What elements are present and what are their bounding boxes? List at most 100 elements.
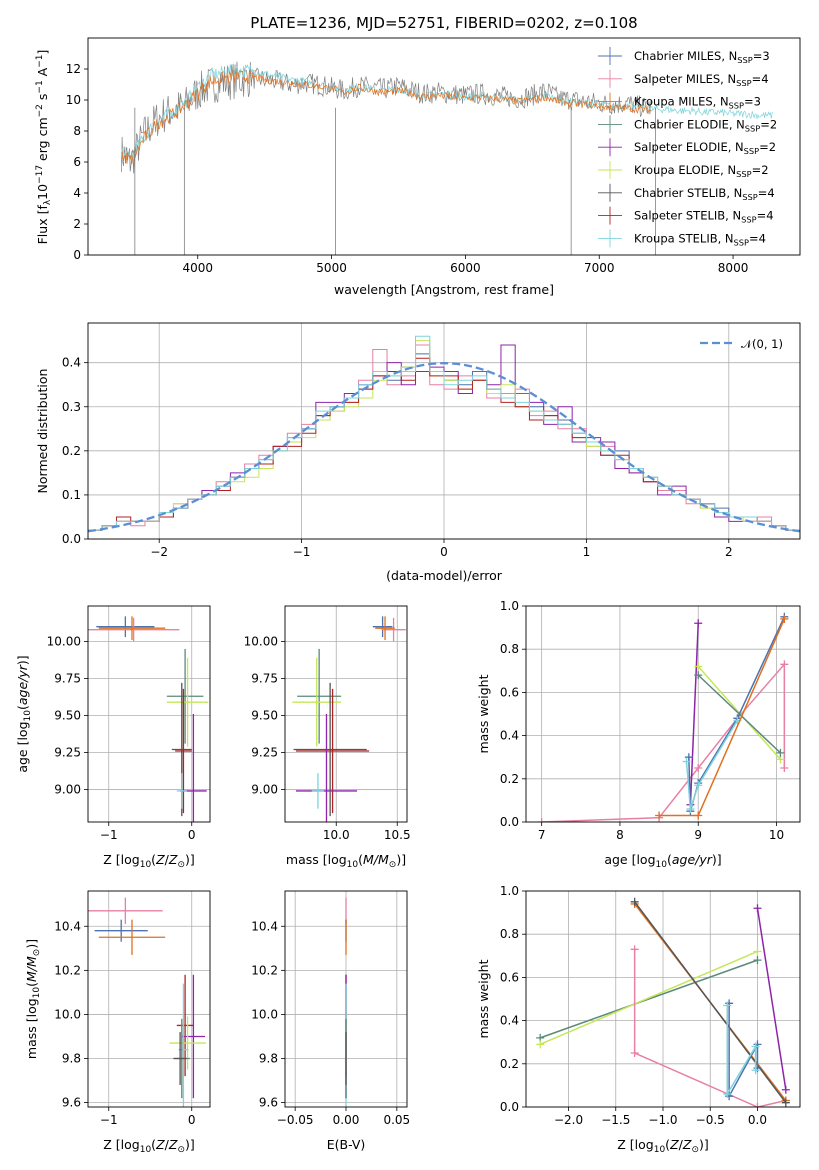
- x-tick-label: 10.5: [384, 828, 411, 842]
- panel-residuals: −2 −1 0 1 2 0.0 0.1 0.2 0.3 0.4: [62, 322, 801, 559]
- x-tick-label: 8: [616, 828, 624, 842]
- series-marker: [684, 753, 693, 762]
- x-axis-label: E(B-V): [327, 1137, 366, 1152]
- plot-area: [88, 897, 206, 1107]
- y-tick-label: 10.0: [54, 1007, 81, 1021]
- y-tick-label: 0.8: [500, 642, 519, 656]
- series-marker: [694, 662, 703, 671]
- axes-frame: [87, 37, 801, 256]
- y-axis-label: mass weight: [476, 674, 491, 753]
- x-tick-label: −0.05: [277, 1113, 314, 1127]
- x-axis-label: (data-model)/error: [386, 568, 503, 583]
- x-tick-label: 0: [188, 1113, 196, 1127]
- x-tick-label: 9: [694, 828, 702, 842]
- series-marker: [630, 945, 639, 954]
- y-tick-label: 9.00: [251, 782, 278, 796]
- y-tick-label: 10.2: [251, 963, 278, 977]
- x-tick-label: 2: [725, 545, 733, 559]
- series-marker: [781, 1085, 790, 1094]
- series-marker: [753, 904, 762, 913]
- y-tick-label: 0.0: [500, 1100, 519, 1114]
- x-axis-label: Z [log10(Z/Z⊙)]: [103, 852, 195, 870]
- y-tick-label: 9.25: [54, 745, 81, 759]
- plot-area: [292, 616, 406, 822]
- series-line: [539, 959, 758, 1039]
- y-tick-label: 6: [73, 155, 81, 169]
- x-tick-label: 6000: [450, 261, 481, 275]
- series-line: [634, 901, 787, 1104]
- y-tick-label: 0.6: [500, 685, 519, 699]
- x-tick-label: 8000: [718, 261, 749, 275]
- legend-label: Salpeter STELIB, NSSP=4: [634, 209, 774, 225]
- series-line: [728, 1003, 759, 1097]
- x-tick-label: 10.0: [323, 828, 350, 842]
- y-tick-label: 8: [73, 124, 81, 138]
- series-marker: [723, 1090, 732, 1099]
- x-axis-label: age [log10(age/yr)]: [604, 852, 721, 870]
- series-marker: [753, 1103, 762, 1107]
- plot-area: [88, 616, 209, 822]
- legend-label: Kroupa STELIB, NSSP=4: [634, 231, 766, 247]
- x-tick-label: −2: [150, 545, 168, 559]
- y-tick-label: 10.2: [54, 963, 81, 977]
- series-marker: [781, 1098, 790, 1107]
- series-line: [688, 616, 786, 812]
- series-line: [659, 618, 786, 817]
- y-tick-label: 9.6: [259, 1096, 278, 1110]
- y-tick-label: 0.8: [500, 927, 519, 941]
- y-axis-label: age [log10(age/yr)]: [15, 655, 33, 772]
- series-marker: [694, 764, 703, 772]
- legend: 𝒩(0, 1): [700, 337, 783, 351]
- y-axis-label: Normed distribution: [35, 369, 50, 494]
- y-tick-label: 0.4: [500, 1014, 519, 1028]
- y-tick-label: 9.00: [54, 782, 81, 796]
- y-tick-label: 9.8: [259, 1052, 278, 1066]
- y-tick-label: 0.3: [62, 400, 81, 414]
- series-marker: [753, 956, 762, 965]
- y-tick-label: 9.8: [62, 1052, 81, 1066]
- y-tick-label: 9.50: [251, 708, 278, 722]
- axes-frame: [87, 605, 211, 823]
- series-marker: [751, 1066, 760, 1075]
- series-marker: [694, 671, 703, 680]
- series-marker: [537, 818, 546, 822]
- x-tick-label: 0.0: [748, 1113, 767, 1127]
- y-axis-label: Flux [fλ10−17 erg cm−2 s−1 A−1]: [35, 50, 53, 245]
- x-tick-label: 7000: [584, 261, 615, 275]
- x-tick-label: −0.5: [696, 1113, 725, 1127]
- x-tick-label: 1: [583, 545, 591, 559]
- series-line: [756, 908, 787, 1090]
- y-tick-label: 9.6: [62, 1096, 81, 1110]
- x-tick-label: 5000: [316, 261, 347, 275]
- y-tick-label: 0.2: [500, 772, 519, 786]
- y-tick-label: 10.4: [251, 919, 278, 933]
- x-tick-label: 0: [188, 828, 196, 842]
- y-tick-label: 1.0: [500, 884, 519, 898]
- y-tick-label: 9.75: [54, 671, 81, 685]
- x-axis-label: Z [log10(Z/Z⊙)]: [617, 1137, 709, 1155]
- x-tick-label: −1: [100, 1113, 118, 1127]
- y-tick-label: 10.0: [251, 1007, 278, 1021]
- y-axis-label: mass [log10(M/M⊙)]: [24, 939, 42, 1059]
- plot-area: [88, 335, 800, 539]
- plot-area: [536, 897, 790, 1107]
- x-tick-label: 0: [440, 545, 448, 559]
- y-axis-label: mass weight: [476, 959, 491, 1038]
- legend-label: Kroupa MILES, NSSP=3: [634, 95, 761, 111]
- y-tick-label: 4: [73, 186, 81, 200]
- panel-age-vs-Z: −1 0 9.00 9.25 9.50 9.75 10.00: [47, 605, 211, 842]
- series-marker: [694, 811, 703, 820]
- plot-area: [537, 612, 789, 822]
- x-tick-label: 4000: [182, 261, 213, 275]
- y-tick-label: 0.0: [62, 532, 81, 546]
- x-tick-label: 0.05: [383, 1113, 410, 1127]
- y-tick-label: 0.2: [62, 444, 81, 458]
- series-line: [541, 662, 786, 822]
- series-marker: [780, 660, 789, 669]
- series-marker: [694, 619, 703, 628]
- series-marker: [723, 1001, 732, 1010]
- x-tick-label: −2.0: [554, 1113, 583, 1127]
- series-marker: [780, 764, 789, 772]
- series-marker: [694, 781, 703, 790]
- panel-mass-vs-ebv: −0.05 0.00 0.05 9.6 9.8 10.0 10.2 10.4: [251, 890, 410, 1127]
